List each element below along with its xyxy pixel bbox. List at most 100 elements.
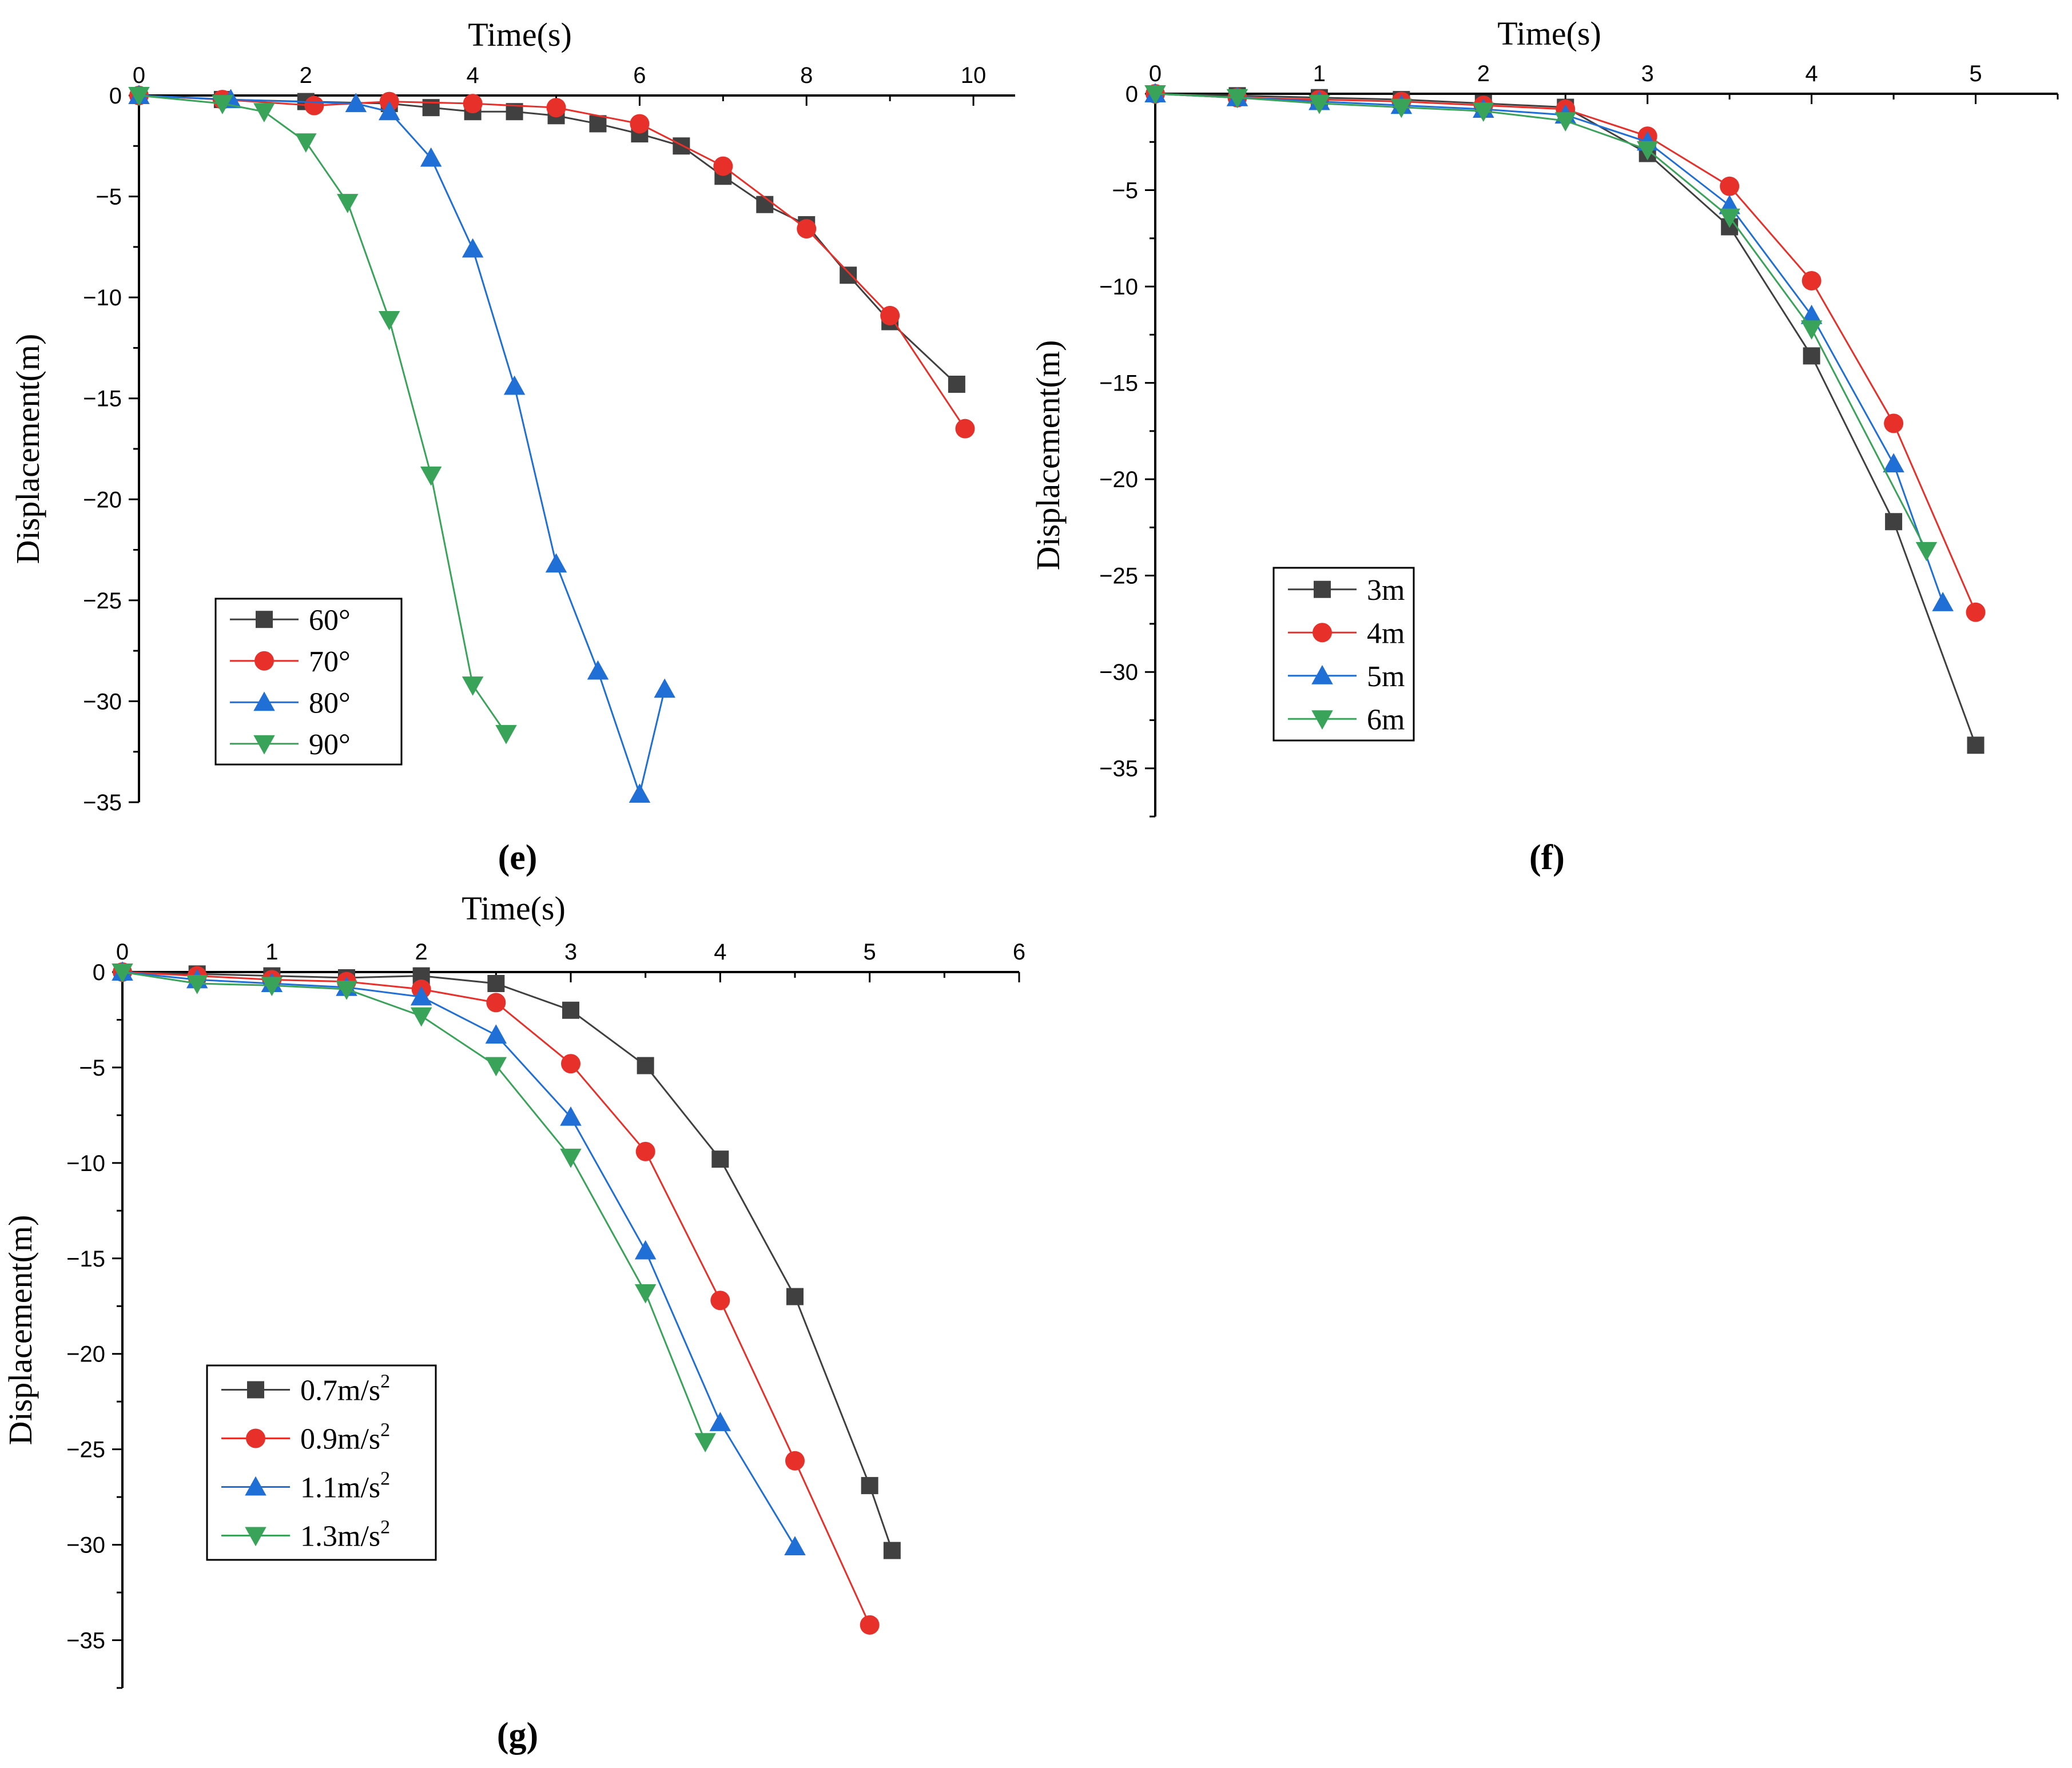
data-point <box>1803 347 1820 365</box>
legend-marker <box>253 691 275 711</box>
data-point <box>637 1057 654 1074</box>
legend-label: 1.1m/s2 <box>300 1468 390 1504</box>
data-point <box>261 977 283 997</box>
data-point <box>840 266 857 284</box>
x-tick-label: 2 <box>300 63 312 88</box>
data-point <box>485 1057 507 1077</box>
legend-label: 90° <box>309 728 351 761</box>
panel-g-chart: 0 1 2 3 4 5 6 0 −5 −10 −15 −20 −25 −30 −35 Time(s) Displ… <box>2 890 1025 1755</box>
data-point <box>1473 102 1494 122</box>
x-tick-label: 8 <box>800 63 813 88</box>
data-point <box>1915 541 1938 562</box>
data-point <box>378 101 400 121</box>
series-1 <box>1146 84 1986 622</box>
x-tick-label: 6 <box>633 63 646 88</box>
panel-f-chart: 0 1 2 3 4 5 0 −5 −10 −15 −20 −25 −30 −35 Time(s) Displa… <box>1029 15 2059 877</box>
x-axis-title: Time(s) <box>1497 15 1601 52</box>
data-point <box>546 98 566 118</box>
data-point <box>253 103 275 123</box>
panel-label: (f) <box>1529 838 1565 877</box>
series-1 <box>129 86 975 439</box>
data-point <box>1226 89 1248 109</box>
x-tick-label: 4 <box>1805 61 1818 86</box>
y-tick-label: −10 <box>83 285 122 310</box>
data-point <box>883 1542 901 1559</box>
data-point <box>629 783 651 803</box>
legend: 3m 4m 5m 6m <box>1272 567 1415 742</box>
x-tick-label: 5 <box>864 939 876 965</box>
data-point <box>337 194 359 213</box>
legend-label: 80° <box>309 687 351 719</box>
x-tick-label: 2 <box>1477 61 1490 86</box>
data-point <box>589 115 607 133</box>
y-tick-label: −30 <box>66 1533 105 1558</box>
data-point <box>1801 270 1822 290</box>
series-3 <box>128 87 517 744</box>
data-point <box>1800 304 1823 324</box>
legend-marker <box>253 735 275 755</box>
data-point <box>880 305 900 325</box>
y-tick-label: 0 <box>109 83 122 109</box>
x-tick-label: 3 <box>1641 61 1654 86</box>
series-line <box>122 971 796 1547</box>
y-tick-label: −30 <box>83 689 122 714</box>
x-tick-label: 6 <box>1013 939 1025 965</box>
y-axis-title: Displacement(m) <box>9 334 46 564</box>
y-axis-title: Displacement(m) <box>2 1215 39 1446</box>
legend-label: 1.3m/s2 <box>300 1517 390 1553</box>
y-tick-label: −25 <box>83 588 122 614</box>
data-point <box>212 95 233 114</box>
panel-label: (g) <box>497 1716 538 1755</box>
data-point <box>955 419 975 439</box>
legend-label: 0.7m/s2 <box>300 1371 390 1407</box>
data-point <box>797 219 817 239</box>
series-3 <box>1144 85 1938 562</box>
x-tick-label: 0 <box>1149 61 1162 86</box>
y-tick-label: −20 <box>66 1342 105 1367</box>
x-axis-title: Time(s) <box>462 890 566 927</box>
data-point <box>487 975 505 993</box>
legend-marker <box>247 1381 264 1399</box>
x-tick-label: 0 <box>133 63 145 88</box>
data-point <box>1966 602 1986 622</box>
series-3 <box>112 963 716 1453</box>
x-tick-label: 3 <box>564 939 577 965</box>
x-tick-label: 1 <box>1313 61 1326 86</box>
data-point <box>1967 736 1984 754</box>
panel-label: (e) <box>498 838 538 877</box>
data-point <box>420 147 442 167</box>
data-point <box>709 1412 731 1431</box>
y-tick-label: −15 <box>66 1247 105 1272</box>
data-point <box>711 1150 729 1168</box>
data-point <box>410 1007 432 1027</box>
data-point <box>186 975 208 994</box>
series-0 <box>130 87 965 393</box>
legend-marker <box>245 1527 267 1547</box>
data-point <box>713 156 733 176</box>
data-point <box>1884 413 1904 433</box>
data-point <box>860 1615 880 1635</box>
data-point <box>336 981 357 1000</box>
y-tick-label: −15 <box>83 387 122 412</box>
legend: 0.7m/s2 0.9m/s2 1.1m/s2 1.3m/s2 <box>206 1364 437 1561</box>
y-tick-label: −25 <box>66 1438 105 1463</box>
data-point <box>710 1291 730 1311</box>
data-point <box>495 724 517 744</box>
y-tick-label: −10 <box>66 1151 105 1176</box>
y-tick-label: −20 <box>1099 467 1138 492</box>
data-point <box>1932 592 1954 611</box>
y-tick-label: −5 <box>96 185 122 210</box>
x-tick-label: 4 <box>714 939 726 965</box>
legend-label: 6m <box>1367 703 1405 736</box>
data-point <box>462 676 484 696</box>
legend-box <box>206 1364 437 1561</box>
data-point <box>1800 320 1823 340</box>
legend: 60° 70° 80° 90° <box>214 598 403 766</box>
x-tick-label: 1 <box>265 939 278 965</box>
x-tick-label: 0 <box>116 939 129 965</box>
data-point <box>560 1106 582 1126</box>
data-point <box>1720 176 1740 196</box>
y-tick-label: −20 <box>83 487 122 512</box>
x-tick-label: 5 <box>1969 61 1982 86</box>
